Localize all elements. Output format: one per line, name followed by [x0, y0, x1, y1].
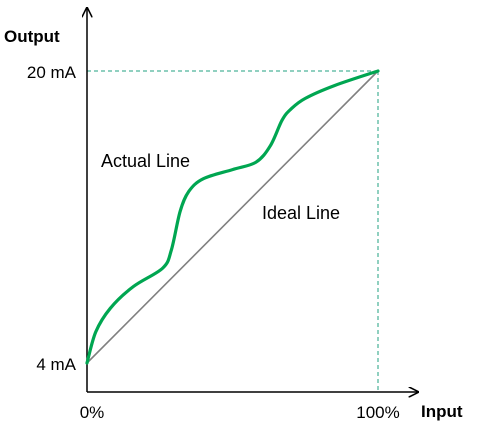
ideal-line-label: Ideal Line — [262, 203, 340, 223]
y-tick-label-bottom: 4 mA — [36, 355, 76, 374]
series-layer — [85, 69, 380, 365]
ideal-line-series — [86, 70, 379, 364]
actual-line-series — [85, 69, 380, 365]
actual-line-label: Actual Line — [101, 151, 190, 171]
y-axis-title: Output — [4, 27, 60, 46]
y-tick-label-top: 20 mA — [27, 63, 77, 82]
x-tick-label-left: 0% — [80, 403, 105, 422]
x-axis-title: Input — [421, 402, 463, 421]
x-tick-label-right: 100% — [356, 403, 399, 422]
